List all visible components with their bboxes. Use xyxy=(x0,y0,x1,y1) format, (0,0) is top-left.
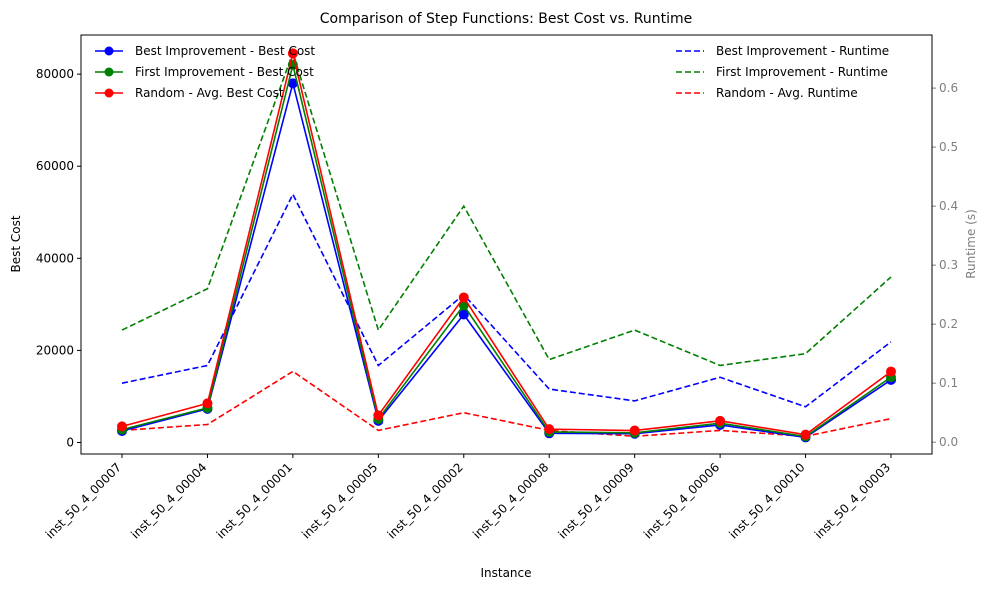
cost-data-point xyxy=(117,421,127,432)
y-axis-label: Best Cost xyxy=(9,215,23,272)
cost-series-line xyxy=(121,64,892,438)
legend-label: Best Improvement - Best Cost xyxy=(135,44,315,58)
legend-label: Best Improvement - Runtime xyxy=(716,44,889,58)
y2-tick-label: 0.3 xyxy=(939,258,958,272)
cost-data-point xyxy=(287,48,298,59)
x-tick-label: inst_50_4_00010 xyxy=(726,460,807,541)
chart-title: Comparison of Step Functions: Best Cost … xyxy=(320,11,693,27)
runtime-series-line xyxy=(121,192,892,408)
x-tick-label: inst_50_4_00005 xyxy=(299,460,380,541)
y2-tick-label: 0.1 xyxy=(939,376,958,390)
y-tick-label: 40000 xyxy=(36,251,74,265)
runtime-series-line xyxy=(121,50,892,367)
cost-data-point xyxy=(715,415,726,426)
x-tick-label: inst_50_4_00004 xyxy=(128,460,209,541)
cost-data-point xyxy=(800,429,811,440)
y2-tick-label: 0.4 xyxy=(939,199,958,213)
x-tick-label: inst_50_4_00001 xyxy=(214,460,295,541)
cost-data-point xyxy=(202,398,213,409)
x-axis-label: Instance xyxy=(480,566,531,580)
y2-tick-label: 0.2 xyxy=(939,317,958,331)
legend-label: Random - Avg. Runtime xyxy=(716,86,858,100)
x-tick-label: inst_50_4_00006 xyxy=(641,460,722,541)
cost-series-line xyxy=(121,53,892,436)
cost-data-point xyxy=(373,410,384,421)
cost-data-point xyxy=(886,366,896,377)
y2-tick-label: 0.5 xyxy=(939,140,958,154)
cost-data-point xyxy=(458,292,469,303)
x-tick-label: inst_50_4_00007 xyxy=(43,460,124,541)
y-tick-label: 80000 xyxy=(36,67,74,81)
legend-label: First Improvement - Runtime xyxy=(716,65,888,79)
cost-data-point xyxy=(629,425,640,436)
y-tick-label: 20000 xyxy=(36,343,74,357)
cost-data-point xyxy=(544,424,555,435)
y2-tick-label: 0.6 xyxy=(939,81,958,95)
y2-tick-label: 0.0 xyxy=(939,435,958,449)
legend-marker xyxy=(104,67,114,77)
legend-label: First Improvement - Best Cost xyxy=(135,65,314,79)
cost-series-line xyxy=(121,83,892,439)
legend-label: Random - Avg. Best Cost xyxy=(135,86,284,100)
runtime-series-line xyxy=(121,370,892,438)
x-tick-label: inst_50_4_00009 xyxy=(555,460,636,541)
y2-axis-label: Runtime (s) xyxy=(964,209,978,279)
x-tick-label: inst_50_4_00002 xyxy=(385,460,466,541)
y-tick-label: 0 xyxy=(66,435,74,449)
legend-marker xyxy=(104,46,114,56)
x-tick-label: inst_50_4_00003 xyxy=(812,460,893,541)
y-tick-label: 60000 xyxy=(36,159,74,173)
x-tick-label: inst_50_4_00008 xyxy=(470,460,551,541)
plot-frame xyxy=(80,34,933,455)
legend-marker xyxy=(104,88,114,98)
